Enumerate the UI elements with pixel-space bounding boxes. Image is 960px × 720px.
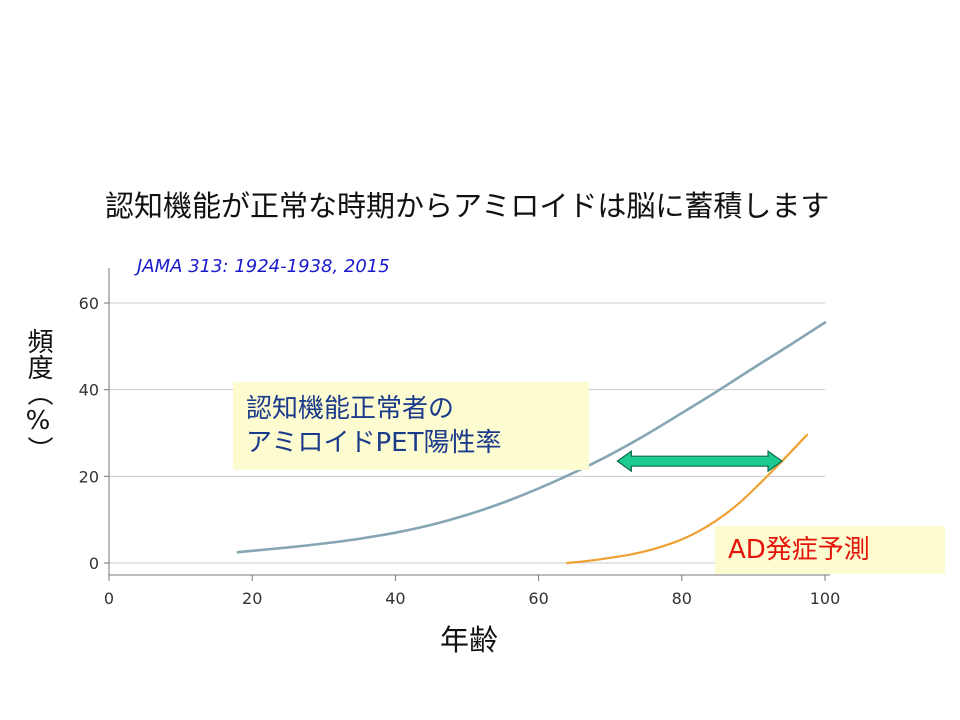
citation: JAMA 313: 1924-1938, 2015 [137,256,390,277]
series [236,321,827,565]
annotation-ad-onset: AD発症予測 [715,526,945,574]
arrow-layer [616,450,784,473]
slide-title: 認知機能が正常な時期からアミロイドは脳に蓄積します [105,189,830,223]
annotation-amyloid-line2: アミロイドPET陽性率 [246,428,502,458]
y-tick-label: 0 [89,554,99,573]
x-tick-label: 100 [810,589,841,608]
x-tick-label: 80 [672,589,692,608]
annotation-amyloid-line1: 認知機能正常者の [246,394,455,424]
axes: 0 20 40 60 0 20 40 60 80 100 [79,268,841,608]
series-line-amyloid [236,321,827,554]
annotation-ad-text: AD発症予測 [728,535,870,565]
x-tick-label: 40 [385,589,405,608]
x-tick-label: 60 [528,589,548,608]
x-axis-label: 年齢 [440,623,499,657]
y-tick-label: 40 [79,381,99,400]
series-line-ad [566,433,809,565]
y-axis-label-text: 頻度（%） [23,328,53,462]
y-tick-label: 20 [79,467,99,486]
double-arrow [616,450,784,473]
annotation-amyloid-pet: 認知機能正常者の アミロイドPET陽性率 [233,382,589,470]
x-tick-label: 0 [104,589,114,608]
y-tick-label: 60 [79,294,99,313]
y-axis-label: 頻度（%） [15,328,61,462]
x-tick-label: 20 [242,589,262,608]
